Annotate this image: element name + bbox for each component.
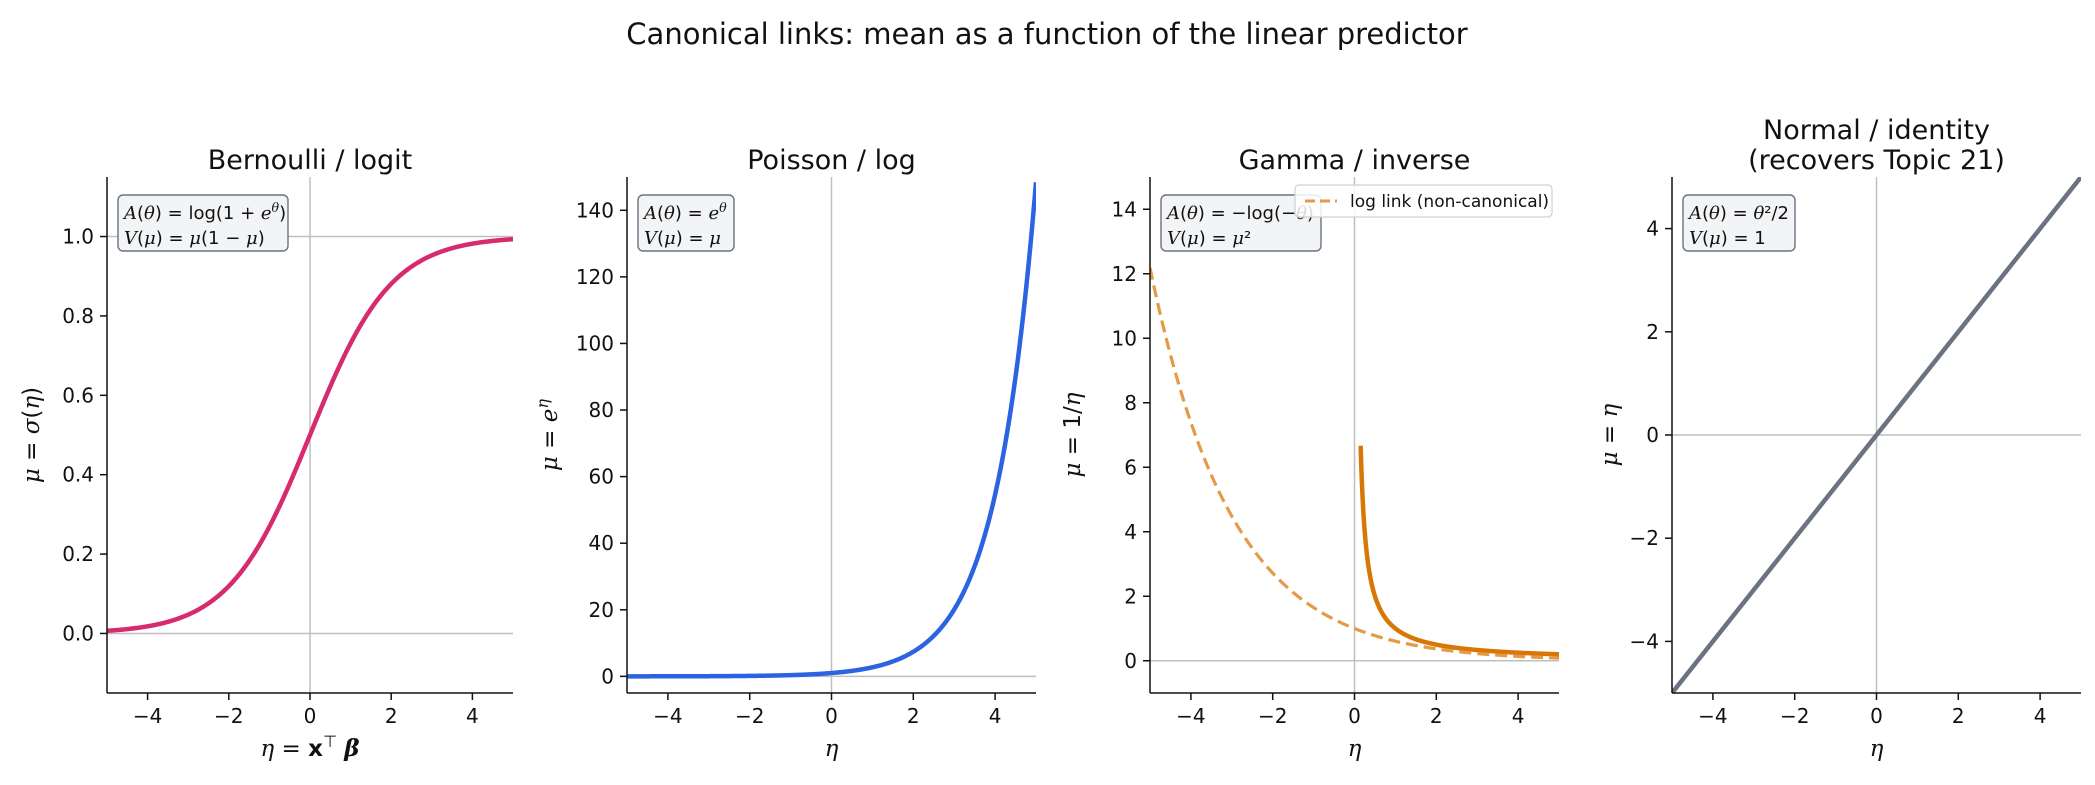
y-tick-label: 1.0 <box>62 225 94 249</box>
x-tick-label: 2 <box>907 704 920 728</box>
panel-1: Bernoulli / logit −4 −2 0 2 4 0.0 0.2 0.4 0.6 0.8 1… <box>19 145 513 762</box>
panel-title: Normal / identity <box>1763 115 1990 146</box>
y-tick-label: 8 <box>1124 391 1137 415</box>
y-axis-label: μ = η <box>1597 403 1623 466</box>
x-tick-label: −4 <box>653 704 682 728</box>
x-tick-label: −4 <box>1176 704 1205 728</box>
x-tick-label: 2 <box>1952 704 1965 728</box>
x-tick-label: 4 <box>466 704 479 728</box>
y-axis-label: μ = eη <box>533 399 564 471</box>
y-axis-label: μ = 1/η <box>1060 392 1086 477</box>
y-tick-label: 40 <box>589 531 614 555</box>
y-tick-label: 140 <box>576 198 614 222</box>
x-tick-label: −2 <box>735 704 764 728</box>
series-line-identity <box>1672 177 2081 693</box>
formula-line: V(μ) = μ(1 − μ) <box>124 228 265 249</box>
y-tick-label: 14 <box>1112 197 1137 221</box>
series-line-sigmoid <box>107 236 513 634</box>
x-axis-label: η <box>1348 736 1362 762</box>
y-tick-label: 0 <box>1124 649 1137 673</box>
x-tick-label: −2 <box>1258 704 1287 728</box>
legend-box <box>1294 184 1553 218</box>
panel-title: Gamma / inverse <box>1239 145 1471 176</box>
formula-line: A(θ) = −log(−θ) <box>1165 203 1314 224</box>
x-tick-label: 0 <box>304 704 317 728</box>
series-line-exp <box>627 182 1036 679</box>
y-tick-label: −4 <box>1630 629 1659 653</box>
x-tick-label: 4 <box>989 704 1002 728</box>
y-tick-label: 0 <box>1646 423 1659 447</box>
y-tick-label: 0 <box>601 664 614 688</box>
x-tick-label: 0 <box>1348 704 1361 728</box>
panel-title: Poisson / log <box>747 145 916 176</box>
y-tick-label: 20 <box>589 598 614 622</box>
y-tick-label: 0.6 <box>62 383 94 407</box>
panel-title-line2: (recovers Topic 21) <box>1748 145 2005 176</box>
x-tick-label: 2 <box>1430 704 1443 728</box>
x-tick-label: −4 <box>1698 704 1727 728</box>
x-tick-label: 4 <box>1512 704 1525 728</box>
y-tick-label: −2 <box>1630 526 1659 550</box>
formula-line: A(θ) = log(1 + eθ) <box>122 200 286 225</box>
y-axis-label: μ = σ(η) <box>19 387 45 483</box>
y-tick-label: 60 <box>589 465 614 489</box>
formula-line: A(θ) = θ²/2 <box>1687 203 1789 224</box>
series-line-log-link <box>1150 267 1559 660</box>
formula-box <box>1160 194 1322 252</box>
y-tick-label: 12 <box>1112 262 1137 286</box>
x-axis-label: η <box>825 736 839 762</box>
x-axis-label: η <box>1870 736 1884 762</box>
y-tick-label: 10 <box>1112 326 1137 350</box>
panel-title: Bernoulli / logit <box>208 145 413 176</box>
series-line-inverse <box>1358 445 1559 657</box>
figure-suptitle: Canonical links: mean as a function of t… <box>626 17 1467 51</box>
y-tick-label: 0.8 <box>62 304 94 328</box>
y-tick-label: 0.0 <box>62 621 94 645</box>
x-tick-label: 4 <box>2034 704 2047 728</box>
y-tick-label: 4 <box>1646 217 1659 241</box>
x-tick-label: −2 <box>1780 704 1809 728</box>
formula-line: V(μ) = 1 <box>1689 228 1766 249</box>
formula-box <box>637 194 735 252</box>
x-tick-label: 0 <box>1870 704 1883 728</box>
y-tick-label: 6 <box>1124 455 1137 479</box>
y-tick-label: 80 <box>589 398 614 422</box>
y-tick-label: 0.4 <box>62 463 94 487</box>
panel-4: Normal / identity(recovers Topic 21) −4 −2… <box>1597 115 2081 762</box>
x-tick-label: 2 <box>385 704 398 728</box>
y-tick-label: 2 <box>1646 320 1659 344</box>
y-tick-label: 2 <box>1124 584 1137 608</box>
formula-line: V(μ) = μ² <box>1167 228 1251 249</box>
y-tick-label: 0.2 <box>62 542 94 566</box>
formula-box <box>117 194 289 252</box>
y-tick-label: 4 <box>1124 520 1137 544</box>
x-axis-label: η = x⊤ β <box>260 732 359 763</box>
x-tick-label: −2 <box>214 704 243 728</box>
legend-label: log link (non-canonical) <box>1350 192 1549 212</box>
panel-2: Poisson / log−4 −2 0 2 4020406080100120140ημ… <box>533 145 1036 762</box>
y-tick-label: 100 <box>576 331 614 355</box>
x-tick-label: 0 <box>825 704 838 728</box>
formula-line: V(μ) = μ <box>644 228 721 249</box>
y-tick-label: 120 <box>576 265 614 289</box>
panels-container: Bernoulli / logit −4 −2 0 2 4 0.0 0.2 0.4 0.6 0.8 1… <box>19 115 2081 762</box>
x-tick-label: −4 <box>133 704 162 728</box>
formula-line: A(θ) = eθ <box>642 200 727 225</box>
formula-box <box>1682 194 1796 252</box>
panel-3: Gamma / inverse −4 −2 0 2 4 0 2 4 6 8 10 12 14 η μ = 1/… <box>1060 145 1559 762</box>
